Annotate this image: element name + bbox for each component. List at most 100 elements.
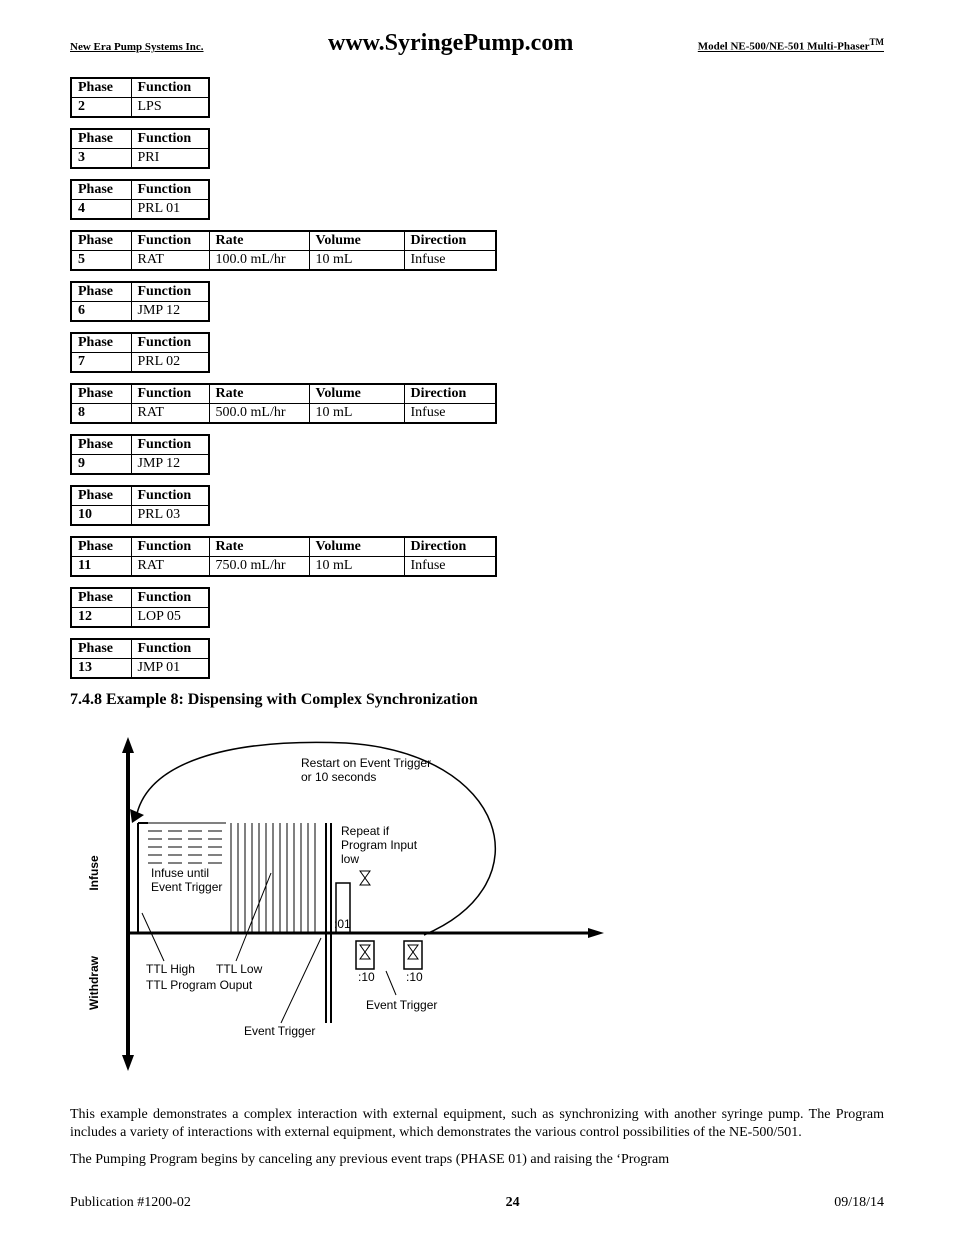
phase-table: PhaseFunction9JMP 12 — [70, 434, 210, 475]
table-cell: 5 — [71, 251, 131, 271]
table-cell: LPS — [131, 98, 209, 118]
table-header-cell: Phase — [71, 588, 131, 608]
diagram-label-ttl-output: TTL Program Ouput — [146, 978, 253, 992]
table-cell: 100.0 mL/hr — [209, 251, 309, 271]
table-header-cell: Volume — [309, 384, 404, 404]
header-url: www.SyringePump.com — [212, 30, 690, 57]
diagram-time-01: :01 — [334, 917, 351, 931]
page-footer: Publication #1200-02 24 09/18/14 — [70, 1195, 884, 1211]
table-cell: RAT — [131, 404, 209, 424]
table-header-cell: Function — [131, 231, 209, 251]
table-cell: PRL 03 — [131, 506, 209, 526]
hourglass-icon — [408, 945, 418, 959]
table-header-cell: Phase — [71, 639, 131, 659]
table-header-cell: Function — [131, 129, 209, 149]
table-cell: 2 — [71, 98, 131, 118]
table-cell: 6 — [71, 302, 131, 322]
diagram-time-10b: :10 — [406, 970, 423, 984]
table-header-cell: Phase — [71, 384, 131, 404]
table-cell: 11 — [71, 557, 131, 577]
table-header-cell: Function — [131, 588, 209, 608]
table-header-cell: Direction — [404, 537, 496, 557]
header-model: Model NE-500/NE-501 Multi-PhaserTM — [698, 37, 884, 53]
diagram-label-infuse-until-1: Infuse until — [151, 866, 209, 880]
header-company: New Era Pump Systems Inc. — [70, 41, 204, 53]
table-cell: 8 — [71, 404, 131, 424]
table-cell: 10 mL — [309, 557, 404, 577]
axis-label-infuse: Infuse — [87, 855, 101, 891]
phase-table: PhaseFunctionRateVolumeDirection11RAT750… — [70, 536, 497, 577]
table-cell: PRL 01 — [131, 200, 209, 220]
timing-diagram-svg: Infuse Withdraw Infuse until Event Trigg… — [76, 723, 616, 1083]
table-header-cell: Function — [131, 639, 209, 659]
diagram-label-event-trigger-bottom: Event Trigger — [244, 1024, 315, 1038]
header-model-text: Model NE-500/NE-501 Multi-Phaser — [698, 41, 870, 53]
table-cell: 4 — [71, 200, 131, 220]
phase-table: PhaseFunction12LOP 05 — [70, 587, 210, 628]
table-cell: 10 mL — [309, 404, 404, 424]
table-cell: LOP 05 — [131, 608, 209, 628]
phase-table: PhaseFunctionRateVolumeDirection 5RAT100.… — [70, 230, 497, 271]
table-cell: PRI — [131, 149, 209, 169]
hourglass-icon — [360, 945, 370, 959]
table-cell: JMP 12 — [131, 455, 209, 475]
phase-table: PhaseFunction3PRI — [70, 128, 210, 169]
table-header-cell: Phase — [71, 486, 131, 506]
phase-table: PhaseFunctionRateVolumeDirection8RAT500.… — [70, 383, 497, 424]
table-cell: RAT — [131, 251, 209, 271]
table-header-cell: Volume — [309, 537, 404, 557]
table-cell: Infuse — [404, 557, 496, 577]
table-header-cell: Direction — [404, 231, 496, 251]
table-header-cell: Function — [131, 333, 209, 353]
table-cell: Infuse — [404, 404, 496, 424]
footer-publication: Publication #1200-02 — [70, 1195, 191, 1211]
phase-table: PhaseFunction2LPS — [70, 77, 210, 118]
table-cell: RAT — [131, 557, 209, 577]
table-header-cell: Direction — [404, 384, 496, 404]
footer-date: 09/18/14 — [834, 1195, 884, 1211]
diagram-label-ttl-low: TTL Low — [216, 962, 263, 976]
table-header-cell: Phase — [71, 435, 131, 455]
diagram-time-10a: :10 — [358, 970, 375, 984]
table-header-cell: Function — [131, 537, 209, 557]
table-cell: 9 — [71, 455, 131, 475]
body-paragraph-1: This example demonstrates a complex inte… — [70, 1106, 884, 1141]
trademark-symbol: TM — [870, 37, 885, 47]
table-cell: 10 — [71, 506, 131, 526]
hourglass-icon — [360, 871, 370, 885]
table-cell: PRL 02 — [131, 353, 209, 373]
table-cell: 10 mL — [309, 251, 404, 271]
footer-page-number: 24 — [506, 1195, 520, 1211]
diagram-label-infuse-until-2: Event Trigger — [151, 880, 222, 894]
phase-table: PhaseFunction4PRL 01 — [70, 179, 210, 220]
table-cell: JMP 01 — [131, 659, 209, 679]
diagram-label-repeat-3: low — [341, 852, 359, 866]
table-header-cell: Phase — [71, 333, 131, 353]
table-cell: 13 — [71, 659, 131, 679]
table-header-cell: Phase — [71, 129, 131, 149]
diagram-label-restart-1: Restart on Event Trigger — [301, 756, 431, 770]
table-header-cell: Function — [131, 282, 209, 302]
table-header-cell: Phase — [71, 231, 131, 251]
table-header-cell: Function — [131, 180, 209, 200]
table-cell: JMP 12 — [131, 302, 209, 322]
table-header-cell: Phase — [71, 78, 131, 98]
diagram-label-event-trigger-right: Event Trigger — [366, 998, 437, 1012]
body-paragraph-2: The Pumping Program begins by canceling … — [70, 1151, 884, 1169]
table-cell: 12 — [71, 608, 131, 628]
table-header-cell: Phase — [71, 537, 131, 557]
diagram-label-repeat-1: Repeat if — [341, 824, 390, 838]
table-header-cell: Function — [131, 486, 209, 506]
phase-tables: PhaseFunction2LPSPhaseFunction3PRIPhaseF… — [70, 77, 884, 679]
phase-table: PhaseFunction6JMP 12 — [70, 281, 210, 322]
table-header-cell: Rate — [209, 231, 309, 251]
phase-table: PhaseFunction7PRL 02 — [70, 332, 210, 373]
phase-table: PhaseFunction13JMP 01 — [70, 638, 210, 679]
section-heading: 7.4.8 Example 8: Dispensing with Complex… — [70, 691, 884, 709]
table-header-cell: Rate — [209, 384, 309, 404]
diagram-label-repeat-2: Program Input — [341, 838, 418, 852]
table-cell: 7 — [71, 353, 131, 373]
table-cell: 750.0 mL/hr — [209, 557, 309, 577]
table-cell: 500.0 mL/hr — [209, 404, 309, 424]
table-header-cell: Volume — [309, 231, 404, 251]
